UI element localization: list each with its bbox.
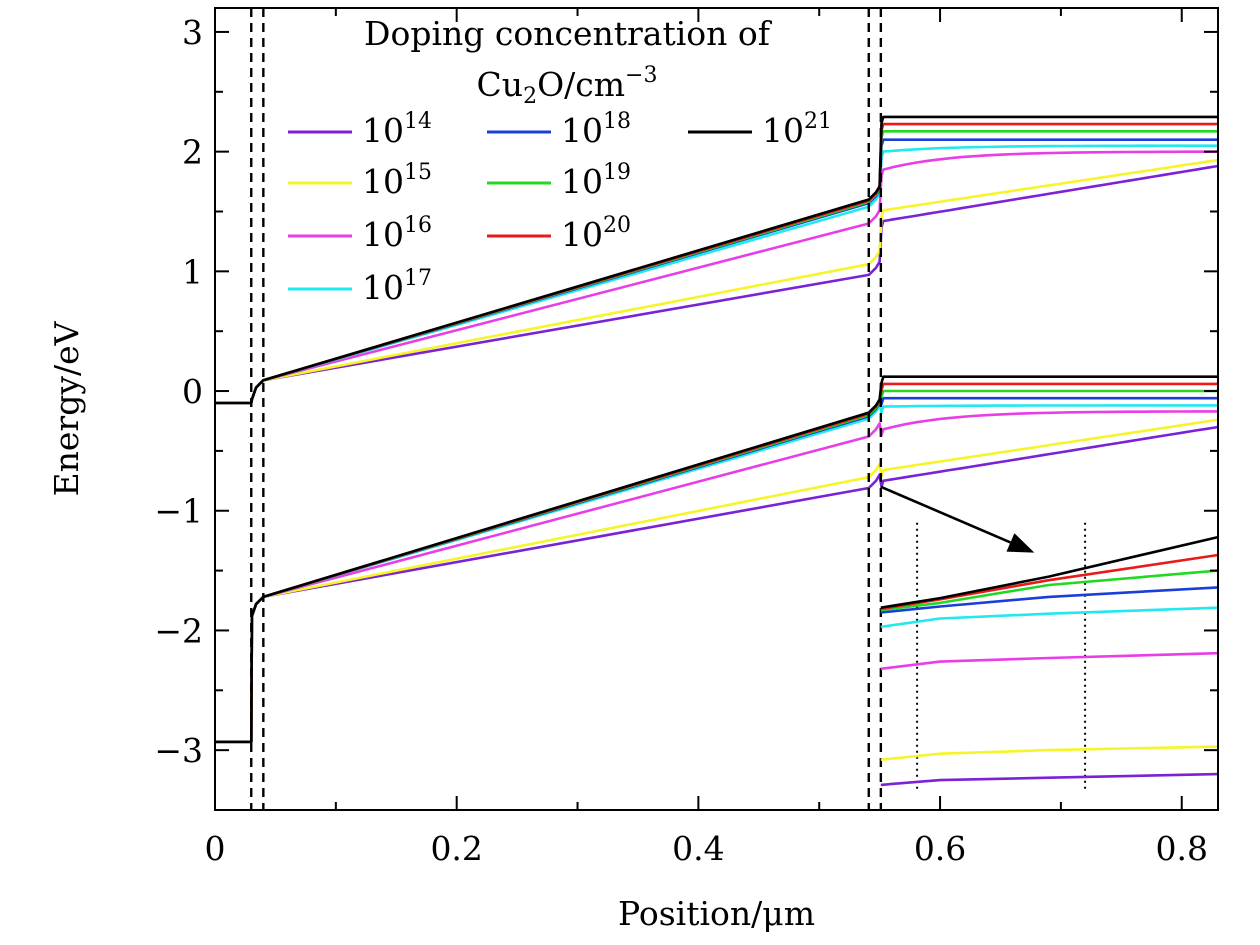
legend-label: 1018 bbox=[561, 109, 631, 150]
legend-item-21: 1021 bbox=[688, 109, 832, 150]
legend-title-mid: O/cm bbox=[537, 65, 625, 104]
x-tick-label: 0 bbox=[205, 829, 226, 868]
series-layer bbox=[215, 115, 1219, 744]
legend-exponent: 15 bbox=[404, 160, 432, 185]
legend-base: 10 bbox=[362, 111, 404, 150]
legend-label: 1014 bbox=[362, 109, 432, 150]
inset-line-14 bbox=[880, 772, 1219, 787]
y-tick-label: 1 bbox=[182, 252, 203, 291]
x-tick-label: 0.4 bbox=[672, 829, 724, 868]
valence-band-line bbox=[215, 382, 1218, 744]
plot-frame bbox=[214, 7, 1219, 811]
legend-title-sup: −3 bbox=[625, 63, 657, 88]
y-tick-label: 2 bbox=[182, 133, 203, 172]
legend-exponent: 14 bbox=[404, 109, 432, 134]
legend-title-line1: Doping concentration of bbox=[364, 14, 773, 53]
legend-title-sub: 2 bbox=[523, 84, 537, 109]
conduction-band-line bbox=[215, 150, 1219, 405]
legend-base: 10 bbox=[561, 111, 603, 150]
x-axis-label: Position/μm bbox=[618, 894, 815, 933]
legend-base: 10 bbox=[561, 215, 603, 254]
interface-lines bbox=[250, 8, 883, 810]
legend-item-18: 1018 bbox=[487, 109, 631, 150]
conduction-band-line bbox=[215, 115, 1218, 405]
legend-exponent: 19 bbox=[603, 160, 631, 185]
valence-band-line bbox=[215, 404, 1218, 744]
legend-item-17: 1017 bbox=[288, 266, 432, 307]
legend-label: 1017 bbox=[362, 266, 432, 307]
valence-band-line bbox=[215, 425, 1219, 744]
conduction-band-line bbox=[215, 144, 1218, 405]
legend-base: 10 bbox=[762, 111, 804, 150]
inset-line-21 bbox=[880, 535, 1219, 609]
inset-line-17 bbox=[880, 606, 1219, 629]
x-tick-label: 0.8 bbox=[1156, 829, 1208, 868]
series-21 bbox=[215, 115, 1218, 744]
legend-item-16: 1016 bbox=[288, 213, 432, 254]
legend-item-20: 1020 bbox=[487, 213, 631, 254]
legend-base: 10 bbox=[561, 162, 603, 201]
legend-item-14: 1014 bbox=[288, 109, 432, 150]
legend-item-15: 1015 bbox=[288, 160, 432, 201]
valence-band-line bbox=[215, 418, 1219, 744]
legend-exponent: 16 bbox=[404, 213, 432, 238]
legend-item-19: 1019 bbox=[487, 160, 631, 201]
inset-line-15 bbox=[880, 745, 1219, 761]
legend-exponent: 21 bbox=[804, 109, 832, 134]
inset-layer bbox=[880, 485, 1219, 793]
y-tick-label: 3 bbox=[182, 13, 203, 52]
series-15 bbox=[215, 158, 1219, 744]
y-tick-label: −1 bbox=[154, 492, 203, 531]
inset-line-18 bbox=[880, 586, 1219, 614]
legend-exponent: 17 bbox=[404, 266, 432, 291]
legend-base: 10 bbox=[362, 268, 404, 307]
legend-label: 1021 bbox=[762, 109, 832, 150]
x-tick-label: 0.6 bbox=[914, 829, 966, 868]
legend-title-base: Cu bbox=[477, 65, 524, 104]
legend-base: 10 bbox=[362, 162, 404, 201]
inset-line-16 bbox=[880, 651, 1219, 671]
legend-exponent: 18 bbox=[603, 109, 631, 134]
legend-exponent: 20 bbox=[603, 213, 631, 238]
y-tick-label: −3 bbox=[154, 731, 203, 770]
conduction-band-line bbox=[215, 164, 1219, 405]
legend-label: 1019 bbox=[561, 160, 631, 201]
y-axis-label: Energy/eV bbox=[47, 320, 86, 496]
zoom-arrow-head bbox=[1006, 533, 1035, 553]
axis-ticks: 0 0.2 0.4 0.6 0.8 −3 −2 −1 0 1 2 3 bbox=[154, 8, 1218, 868]
legend: Doping concentration of Cu2O/cm−3 101410… bbox=[288, 14, 832, 307]
legend-title-line2: Cu2O/cm−3 bbox=[477, 63, 658, 109]
series-14 bbox=[215, 164, 1219, 744]
valence-band-line bbox=[215, 375, 1218, 744]
series-16 bbox=[215, 150, 1219, 744]
y-tick-label: −2 bbox=[154, 611, 203, 650]
legend-base: 10 bbox=[362, 215, 404, 254]
inset-line-19 bbox=[880, 569, 1219, 612]
legend-label: 1020 bbox=[561, 213, 631, 254]
zoom-arrow-shaft bbox=[880, 485, 1011, 544]
valence-band-line bbox=[215, 410, 1218, 744]
y-tick-label: 0 bbox=[182, 372, 203, 411]
conduction-band-line bbox=[215, 158, 1219, 405]
legend-label: 1016 bbox=[362, 213, 432, 254]
legend-label: 1015 bbox=[362, 160, 432, 201]
x-tick-label: 0.2 bbox=[430, 829, 482, 868]
